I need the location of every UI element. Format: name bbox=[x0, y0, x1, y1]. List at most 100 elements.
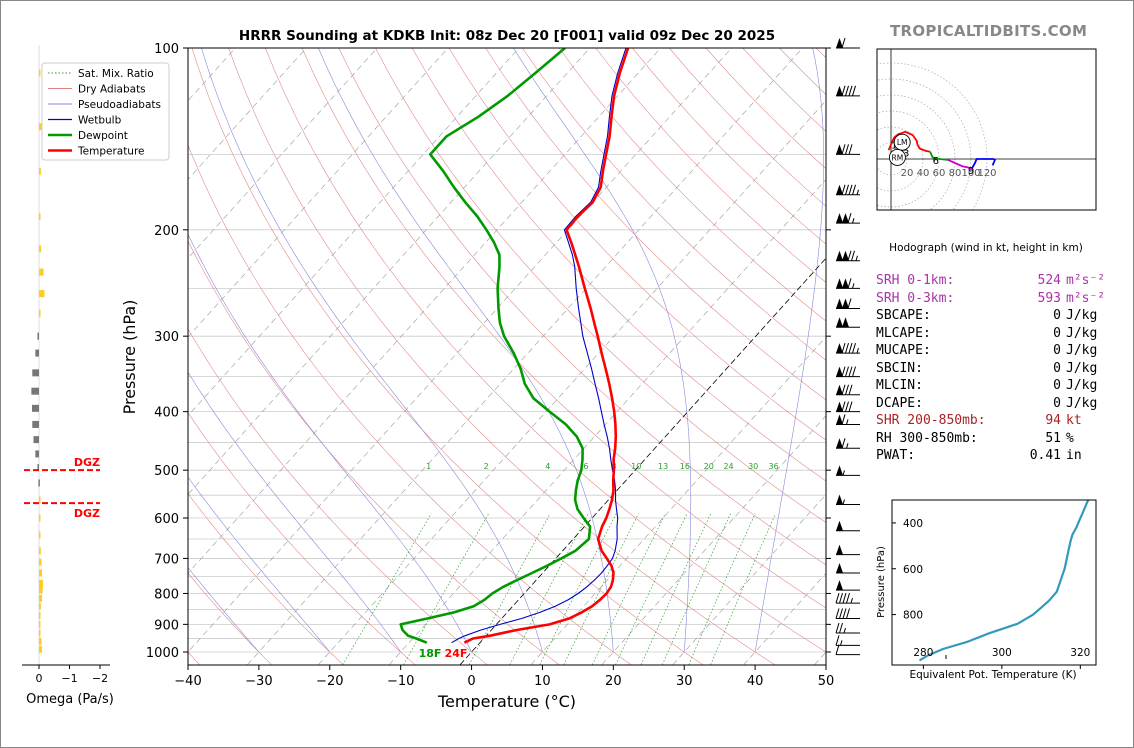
skewt-plot-area bbox=[187, 47, 827, 666]
theta-e-x-tick-label: 280 bbox=[913, 647, 933, 659]
hodograph-trace bbox=[971, 158, 996, 170]
wind-barb bbox=[836, 184, 860, 196]
wind-barb-full bbox=[841, 144, 846, 155]
wind-barb-flag bbox=[836, 563, 843, 574]
hodograph-panel: 2040608010012012369LMRM Hodograph (wind … bbox=[876, 48, 1097, 254]
hodograph-height-label: 9 bbox=[968, 166, 974, 177]
wind-barb-full bbox=[842, 592, 847, 604]
omega-bar bbox=[39, 290, 45, 298]
mixing-ratio-line bbox=[539, 513, 617, 665]
theta-e-y-tick-label: 600 bbox=[903, 564, 923, 576]
wind-barb-full bbox=[839, 592, 843, 604]
wind-barb-full bbox=[839, 622, 843, 634]
wind-barb bbox=[836, 414, 860, 425]
theta-e-ylabel: Pressure (hPa) bbox=[876, 546, 887, 618]
stat-unit: m²s⁻² bbox=[1066, 273, 1106, 288]
mixing-ratio-label: 13 bbox=[658, 462, 668, 471]
skewt-background-lines bbox=[188, 48, 826, 665]
wind-barb bbox=[835, 592, 860, 604]
wind-barb-flag bbox=[836, 494, 843, 505]
y-tick-label: 300 bbox=[154, 330, 179, 345]
site-watermark: TROPICALTIDBITS.COM bbox=[890, 22, 1088, 40]
mixing-ratio-line bbox=[403, 513, 490, 665]
stat-value: 0 bbox=[1053, 378, 1061, 393]
wind-barb-flag bbox=[836, 401, 843, 412]
dry-adiabat-line bbox=[191, 48, 704, 665]
omega-bar bbox=[39, 558, 42, 566]
stat-unit: J/kg bbox=[1066, 325, 1098, 341]
stat-value: 0.41 bbox=[1029, 448, 1061, 463]
wind-barb-full bbox=[841, 85, 846, 96]
skewt-xlabel: Temperature (°C) bbox=[437, 692, 576, 711]
wind-barb bbox=[835, 622, 860, 634]
legend-label: Sat. Mix. Ratio bbox=[78, 68, 154, 80]
omega-bar bbox=[39, 496, 41, 504]
stat-value: 51 bbox=[1045, 430, 1061, 446]
x-tick-label: 20 bbox=[605, 674, 622, 689]
wind-barb-full bbox=[847, 213, 852, 224]
hodograph-height-label: 6 bbox=[933, 156, 939, 167]
theta-e-panel: 280 300 320 400 600 800 Equivalent Pot. Tempe… bbox=[876, 499, 1097, 681]
theta-e-axes: 280 300 320 400 600 800 bbox=[892, 518, 1090, 669]
mixing-ratio-line bbox=[509, 513, 589, 665]
wind-barb-flag bbox=[842, 250, 849, 261]
mixing-ratio-line bbox=[615, 513, 688, 665]
wind-barb bbox=[836, 37, 860, 49]
wind-barb-half bbox=[842, 470, 845, 476]
wind-barb-flag bbox=[836, 465, 843, 476]
y-tick-label: 400 bbox=[154, 406, 179, 421]
x-tick-label: 10 bbox=[534, 674, 551, 689]
omega-bar bbox=[39, 637, 42, 645]
stat-label: PWAT: bbox=[876, 448, 916, 463]
omega-bar bbox=[38, 479, 40, 487]
wind-barb-flag bbox=[836, 580, 843, 591]
wind-barb-full bbox=[848, 384, 853, 395]
wind-barb-full bbox=[847, 298, 852, 309]
stat-row: PWAT: 0.41 in bbox=[876, 447, 1096, 465]
stat-row: SBCAPE: 0 J/kg bbox=[876, 307, 1097, 325]
dry-adiabat-line bbox=[411, 48, 826, 482]
stat-label: SRH 0-1km: bbox=[876, 273, 955, 288]
omega-bar bbox=[39, 569, 43, 577]
mixing-ratio-line bbox=[563, 513, 639, 665]
wind-barb-flag bbox=[836, 213, 843, 224]
wind-barb-full bbox=[835, 644, 840, 655]
omega-bar bbox=[39, 514, 41, 522]
dewpoint-profile-line bbox=[399, 48, 592, 644]
stat-label: DCAPE: bbox=[876, 395, 923, 411]
wind-barb-flag bbox=[836, 438, 843, 449]
wind-barb-full bbox=[845, 342, 849, 354]
wind-barb bbox=[835, 644, 860, 656]
wind-barb-flag bbox=[842, 317, 849, 328]
wind-barb bbox=[836, 580, 860, 591]
hodograph-height-label: 3 bbox=[903, 149, 909, 160]
wind-barb-half bbox=[856, 189, 859, 195]
theta-e-line bbox=[918, 500, 1090, 662]
dgz-lines: DGZ DGZ bbox=[24, 456, 100, 520]
hodograph-ring-label: 20 bbox=[901, 168, 914, 179]
omega-bar bbox=[39, 611, 41, 619]
stat-value: 0 bbox=[1053, 308, 1061, 323]
mixing-ratio-label: 20 bbox=[704, 462, 714, 471]
stat-row: DCAPE: 0 J/kg bbox=[876, 395, 1097, 413]
stat-row: MLCAPE: 0 J/kg bbox=[876, 325, 1098, 343]
pseudoadiabat-line bbox=[754, 48, 825, 653]
wind-barb bbox=[836, 317, 860, 328]
stat-unit: m²s⁻² bbox=[1066, 290, 1106, 306]
mixing-ratio-label: 6 bbox=[583, 462, 588, 471]
theta-e-y-tick-label: 800 bbox=[903, 610, 923, 622]
wind-barb-full bbox=[841, 438, 846, 449]
y-tick-label: 200 bbox=[154, 224, 179, 239]
omega-bar bbox=[39, 620, 41, 628]
wind-barb-full bbox=[835, 592, 840, 604]
dry-adiabat-line bbox=[188, 144, 632, 665]
isotherm-line bbox=[188, 48, 520, 417]
wind-barb bbox=[836, 366, 860, 378]
dry-adiabat-line bbox=[485, 48, 826, 401]
storm-motion-marker bbox=[888, 148, 906, 166]
omega-bar bbox=[39, 531, 41, 539]
wind-barb-flag bbox=[836, 250, 843, 261]
stat-label: SBCIN: bbox=[876, 360, 923, 376]
omega-tick-label: −1 bbox=[61, 672, 77, 685]
wind-barb-half bbox=[855, 255, 858, 261]
